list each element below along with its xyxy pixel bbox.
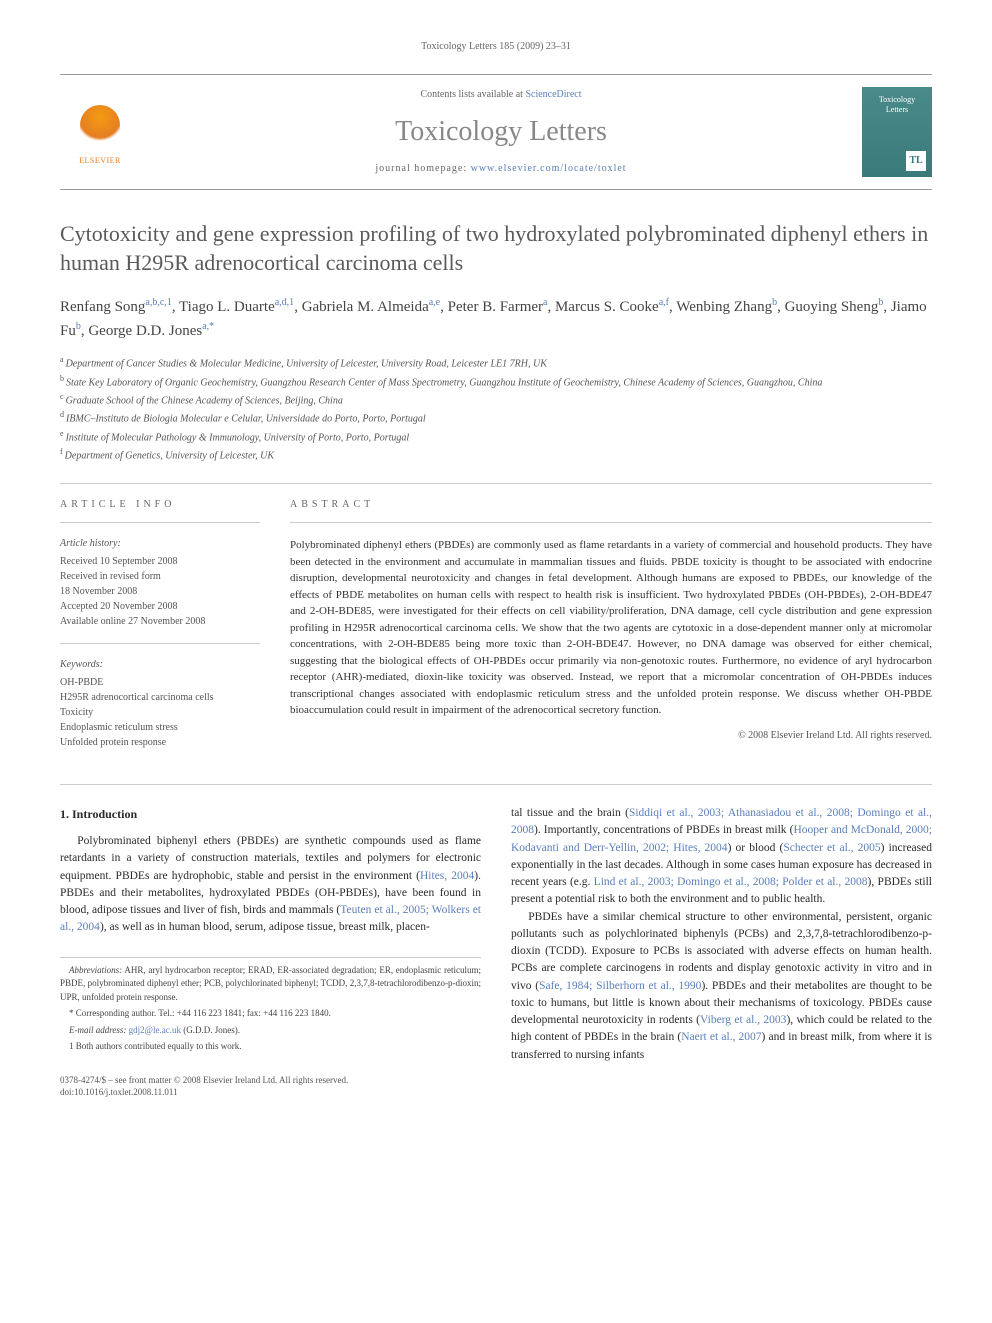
text-run: ), as well as in human blood, serum, adi…: [100, 921, 430, 933]
intro-paragraph-2: PBDEs have a similar chemical structure …: [511, 909, 932, 1064]
footnote-email: E-mail address: gdj2@le.ac.uk (G.D.D. Jo…: [60, 1024, 481, 1038]
publisher-logo-block: ELSEVIER: [60, 98, 140, 166]
keywords-heading: Keywords:: [60, 658, 260, 672]
journal-banner: ELSEVIER Contents lists available at Sci…: [60, 74, 932, 190]
article-info-sidebar: ARTICLE INFO Article history: Received 1…: [60, 498, 260, 764]
abstract-copyright: © 2008 Elsevier Ireland Ltd. All rights …: [290, 729, 932, 743]
affiliation-line: a Department of Cancer Studies & Molecul…: [60, 354, 932, 371]
footnotes-block: Abbreviations: AHR, aryl hydrocarbon rec…: [60, 957, 481, 1054]
section-1-heading: 1. Introduction: [60, 805, 481, 823]
text-run: tal tissue and the brain (: [511, 807, 629, 819]
affiliation-line: f Department of Genetics, University of …: [60, 446, 932, 463]
divider: [60, 522, 260, 523]
history-line: Accepted 20 November 2008: [60, 599, 260, 614]
affiliations-list: a Department of Cancer Studies & Molecul…: [60, 354, 932, 463]
author: Gabriela M. Almeida: [302, 299, 429, 315]
author-affil-mark: b: [878, 297, 883, 308]
elsevier-logo-icon: [75, 98, 125, 153]
history-line: Received 10 September 2008: [60, 554, 260, 569]
author: Peter B. Farmer: [448, 299, 543, 315]
author-affil-mark: a: [543, 297, 547, 308]
footer-doi: doi:10.1016/j.toxlet.2008.11.011: [60, 1086, 481, 1099]
cover-badge: TL: [906, 151, 926, 171]
article-title: Cytotoxicity and gene expression profili…: [60, 220, 932, 277]
citation-link[interactable]: Hites, 2004: [420, 870, 474, 882]
homepage-prefix: journal homepage:: [375, 163, 470, 174]
keywords-lines: OH-PBDEH295R adrenocortical carcinoma ce…: [60, 675, 260, 750]
divider: [290, 522, 932, 523]
body-column-left: 1. Introduction Polybrominated biphenyl …: [60, 805, 481, 1099]
journal-cover-thumb: Toxicology Letters TL: [862, 87, 932, 177]
intro-paragraph-1-cont: tal tissue and the brain (Siddiqi et al.…: [511, 805, 932, 909]
citation-link[interactable]: Lind et al., 2003; Domingo et al., 2008;…: [594, 876, 868, 888]
publisher-name: ELSEVIER: [79, 155, 121, 166]
footnote-text: (G.D.D. Jones).: [181, 1025, 240, 1035]
history-line: Received in revised form: [60, 569, 260, 584]
author-affil-mark: a,f: [659, 297, 669, 308]
author: Tiago L. Duarte: [179, 299, 275, 315]
journal-homepage-line: journal homepage: www.elsevier.com/locat…: [140, 162, 862, 176]
authors-list: Renfang Songa,b,c,1, Tiago L. Duartea,d,…: [60, 295, 932, 342]
abstract-column: ABSTRACT Polybrominated diphenyl ethers …: [290, 498, 932, 764]
author-affil-mark: a,*: [202, 321, 214, 332]
affiliation-line: b State Key Laboratory of Organic Geoche…: [60, 373, 932, 390]
history-line: Available online 27 November 2008: [60, 614, 260, 629]
text-run: ). Importantly, concentrations of PBDEs …: [534, 824, 793, 836]
running-header: Toxicology Letters 185 (2009) 23–31: [60, 40, 932, 54]
article-info-heading: ARTICLE INFO: [60, 498, 260, 512]
author: Guoying Sheng: [785, 299, 879, 315]
text-run: Polybrominated biphenyl ethers (PBDEs) a…: [60, 835, 481, 882]
footnote-text: AHR, aryl hydrocarbon receptor; ERAD, ER…: [60, 965, 481, 1002]
contents-prefix: Contents lists available at: [420, 89, 525, 100]
footer-copyright: 0378-4274/$ – see front matter © 2008 El…: [60, 1074, 481, 1087]
intro-paragraph-1: Polybrominated biphenyl ethers (PBDEs) a…: [60, 833, 481, 937]
author-affil-mark: b: [76, 321, 81, 332]
divider: [60, 643, 260, 644]
footnote-equal-contribution: 1 Both authors contributed equally to th…: [60, 1040, 481, 1054]
divider: [60, 483, 932, 484]
article-history-heading: Article history:: [60, 537, 260, 551]
journal-name: Toxicology Letters: [140, 112, 862, 151]
author: Wenbing Zhang: [676, 299, 772, 315]
author: George D.D. Jones: [88, 323, 202, 339]
contents-available-line: Contents lists available at ScienceDirec…: [140, 88, 862, 102]
cover-title-line2: Letters: [886, 105, 908, 115]
abstract-heading: ABSTRACT: [290, 498, 932, 512]
cover-title-line1: Toxicology: [879, 95, 915, 105]
body-column-right: tal tissue and the brain (Siddiqi et al.…: [511, 805, 932, 1099]
author: Renfang Song: [60, 299, 145, 315]
author: Marcus S. Cooke: [555, 299, 659, 315]
corresponding-email-link[interactable]: gdj2@le.ac.uk: [129, 1025, 181, 1035]
sciencedirect-link[interactable]: ScienceDirect: [525, 89, 581, 100]
footnote-label: Abbreviations:: [69, 965, 122, 975]
author-affil-mark: a,b,c,1: [145, 297, 171, 308]
keyword-line: Endoplasmic reticulum stress: [60, 720, 260, 735]
journal-homepage-link[interactable]: www.elsevier.com/locate/toxlet: [471, 163, 627, 174]
keyword-line: OH-PBDE: [60, 675, 260, 690]
keyword-line: H295R adrenocortical carcinoma cells: [60, 690, 260, 705]
citation-link[interactable]: Safe, 1984; Silberhorn et al., 1990: [539, 980, 701, 992]
keyword-line: Unfolded protein response: [60, 735, 260, 750]
article-history-lines: Received 10 September 2008Received in re…: [60, 554, 260, 629]
footnote-label: E-mail address:: [69, 1025, 129, 1035]
citation-link[interactable]: Schecter et al., 2005: [783, 842, 880, 854]
history-line: 18 November 2008: [60, 584, 260, 599]
author-affil-mark: b: [772, 297, 777, 308]
author-affil-mark: a,d,1: [275, 297, 294, 308]
citation-link[interactable]: Naert et al., 2007: [681, 1031, 761, 1043]
footnote-corresponding: * Corresponding author. Tel.: +44 116 22…: [60, 1007, 481, 1021]
affiliation-line: d IBMC–Instituto de Biologia Molecular e…: [60, 409, 932, 426]
page-footer: 0378-4274/$ – see front matter © 2008 El…: [60, 1074, 481, 1099]
footnote-abbreviations: Abbreviations: AHR, aryl hydrocarbon rec…: [60, 964, 481, 1005]
affiliation-line: e Institute of Molecular Pathology & Imm…: [60, 428, 932, 445]
author-affil-mark: a,e: [429, 297, 440, 308]
divider: [60, 784, 932, 785]
abstract-text: Polybrominated diphenyl ethers (PBDEs) a…: [290, 537, 932, 719]
keyword-line: Toxicity: [60, 705, 260, 720]
text-run: ) or blood (: [728, 842, 784, 854]
affiliation-line: c Graduate School of the Chinese Academy…: [60, 391, 932, 408]
citation-link[interactable]: Viberg et al., 2003: [700, 1014, 786, 1026]
